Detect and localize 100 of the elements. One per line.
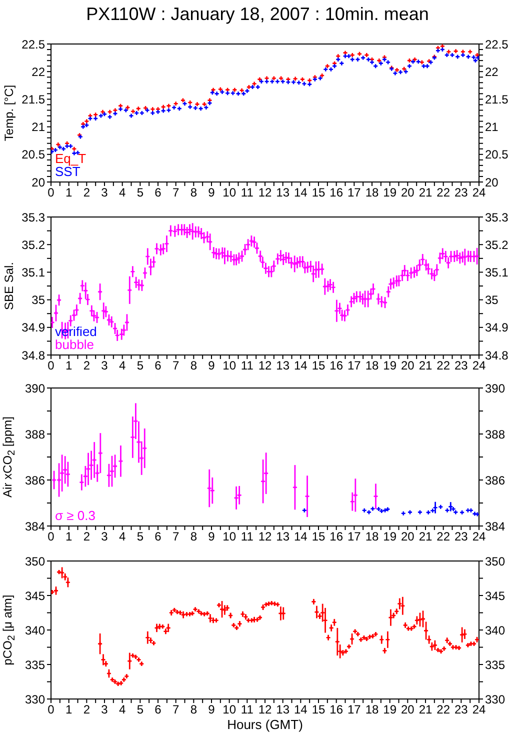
- y-tick-label: 35.2: [22, 238, 46, 252]
- y2-tick-label: 384: [485, 519, 506, 534]
- x-tick-label: 7: [172, 186, 180, 200]
- x-tick-label: 7: [172, 530, 180, 544]
- x-tick-label: 20: [400, 358, 415, 373]
- y-tick-label: 22.5: [22, 37, 46, 52]
- x-tick-label: 0: [48, 186, 55, 200]
- x-tick-label: 14: [294, 702, 308, 717]
- x-tick-label: 10: [222, 358, 236, 373]
- y2-tick-label: 345: [485, 588, 506, 603]
- y2-tick-label: 35.3: [485, 210, 509, 224]
- x-tick-label: 8: [190, 186, 198, 200]
- x-tick-label: 15: [312, 530, 326, 544]
- series-label: bubble: [55, 337, 96, 352]
- x-tick-label: 21: [418, 358, 432, 373]
- x-tick-label: 13: [276, 702, 290, 717]
- x-tick-label: 3: [101, 530, 108, 544]
- x-tick-label: 6: [154, 358, 162, 373]
- x-tick-label: 12: [258, 358, 272, 373]
- x-tick-label: 11: [240, 530, 254, 544]
- x-tick-label: 20: [400, 186, 415, 200]
- x-tick-label: 2: [83, 186, 90, 200]
- x-tick-label: 13: [276, 358, 290, 373]
- x-tick-label: 1: [65, 186, 72, 200]
- y-tick-label: 386: [24, 473, 46, 488]
- x-tick-label: 4: [118, 358, 126, 373]
- x-tick-label: 20: [400, 702, 415, 717]
- y-tick-label: 20.5: [22, 148, 46, 162]
- x-tick-label: 5: [136, 530, 144, 544]
- y-tick-label: 22: [32, 64, 46, 79]
- y2-tick-label: 335: [485, 658, 506, 672]
- y2-tick-label: 20: [485, 175, 499, 190]
- x-tick-label: 2: [83, 530, 90, 544]
- x-tick-label: 13: [276, 530, 290, 544]
- x-tick-label: 6: [154, 702, 162, 717]
- x-tick-label: 24: [472, 186, 486, 200]
- y2-tick-label: 34.9: [485, 320, 509, 335]
- x-tick-label: 2: [83, 358, 90, 373]
- x-tick-label: 5: [136, 702, 144, 717]
- y-tick-label: 20: [32, 175, 46, 190]
- chart-title: PX110W : January 18, 2007 : 10min. mean: [85, 4, 430, 25]
- x-tick-label: 18: [365, 702, 379, 717]
- x-tick-label: 9: [208, 702, 216, 717]
- y-tick-label: 35.3: [22, 210, 46, 224]
- x-tick-label: 0: [48, 358, 55, 373]
- x-tick-label: 9: [208, 358, 216, 373]
- x-tick-label: 15: [312, 358, 326, 373]
- x-tick-label: 17: [347, 358, 362, 373]
- y2-tick-label: 22.5: [485, 37, 509, 52]
- y-tick-label: 35.1: [22, 265, 46, 280]
- x-tick-label: 21: [418, 186, 432, 200]
- x-tick-label: 12: [258, 186, 272, 200]
- x-tick-label: 4: [118, 702, 126, 717]
- y-axis-title: Temp. [°C]: [2, 84, 16, 142]
- x-tick-label: 4: [118, 530, 126, 544]
- x-tick-label: 17: [347, 530, 362, 544]
- x-tick-label: 10: [222, 186, 236, 200]
- x-tick-label: 5: [136, 186, 144, 200]
- x-tick-label: 7: [172, 358, 180, 373]
- x-tick-label: 14: [294, 358, 308, 373]
- y2-tick-label: 330: [485, 692, 506, 706]
- x-tick-label: 5: [136, 358, 144, 373]
- x-tick-label: 23: [454, 186, 468, 200]
- y-tick-label: 21: [32, 120, 46, 134]
- x-tick-label: 2: [83, 702, 90, 717]
- y-tick-label: 330: [24, 692, 46, 706]
- y2-tick-label: 340: [485, 623, 506, 638]
- y-tick-label: 388: [24, 427, 46, 442]
- y-tick-label: 390: [24, 381, 46, 396]
- y-tick-label: 384: [24, 519, 46, 534]
- text: σ ≥ 0.3: [55, 508, 96, 523]
- x-tick-label: 16: [330, 186, 344, 200]
- x-tick-label: 21: [418, 702, 432, 717]
- x-tick-label: 12: [258, 702, 272, 717]
- y2-tick-label: 20.5: [485, 148, 509, 162]
- y-tick-label: 21.5: [22, 92, 46, 106]
- x-tick-label: 0: [48, 702, 55, 717]
- x-tick-label: 15: [312, 702, 326, 717]
- y-tick-label: 35: [32, 293, 46, 308]
- x-tick-label: 19: [383, 358, 397, 373]
- x-tick-label: 23: [454, 358, 468, 373]
- x-tick-label: 18: [365, 186, 379, 200]
- x-tick-label: 22: [436, 186, 450, 200]
- x-tick-label: 9: [208, 530, 216, 544]
- y2-tick-label: 21.5: [485, 92, 509, 106]
- y2-tick-label: 22: [485, 64, 499, 79]
- y-tick-label: 34.8: [22, 348, 46, 362]
- x-tick-label: 6: [154, 186, 162, 200]
- x-tick-label: 24: [472, 702, 486, 717]
- x-tick-label: 23: [454, 702, 468, 717]
- x-tick-label: 11: [240, 358, 254, 373]
- x-tick-label: 8: [190, 702, 198, 717]
- x-tick-label: 13: [276, 186, 290, 200]
- x-tick-label: 3: [101, 358, 108, 373]
- x-tick-label: 1: [65, 530, 72, 544]
- x-tick-label: 0: [48, 530, 55, 544]
- x-tick-label: 6: [154, 530, 162, 544]
- x-tick-label: 17: [347, 702, 362, 717]
- x-tick-label: 10: [222, 530, 236, 544]
- x-tick-label: 24: [472, 530, 486, 544]
